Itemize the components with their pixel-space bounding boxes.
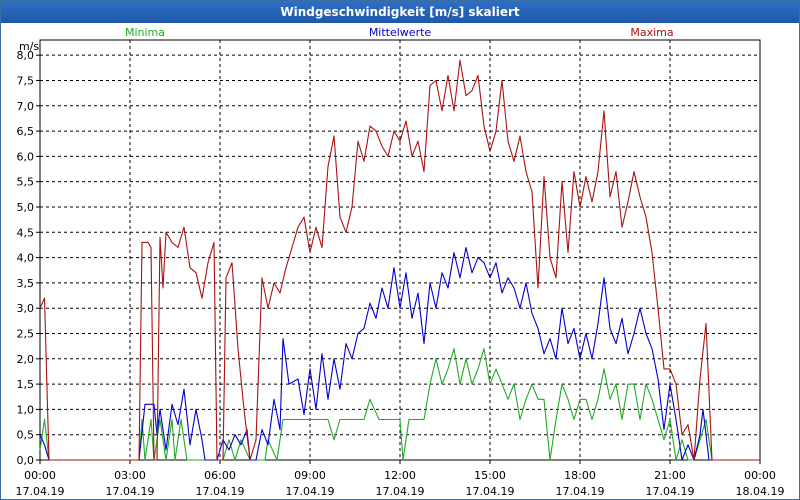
- x-tick-date: 17.04.19: [196, 485, 245, 498]
- x-tick-date: 17.04.19: [646, 485, 695, 498]
- series-line-mittelwerte: [39, 246, 760, 461]
- y-tick-label: 6,0: [17, 150, 35, 163]
- legend: Minima Mittelwerte Maxima: [125, 26, 674, 39]
- y-tick-label: 2,0: [17, 353, 35, 366]
- x-tick-time: 09:00: [294, 469, 326, 482]
- x-tick-date: 18.04.19: [736, 485, 785, 498]
- x-tick-time: 21:00: [654, 469, 686, 482]
- x-tick-date: 17.04.19: [376, 485, 425, 498]
- x-tick-date: 17.04.19: [466, 485, 515, 498]
- y-tick-label: 3,0: [17, 302, 35, 315]
- y-axis-label: m/s: [19, 40, 39, 53]
- x-tick-time: 00:00: [24, 469, 56, 482]
- legend-entry: Mittelwerte: [369, 26, 432, 39]
- y-tick-label: 4,0: [17, 252, 35, 265]
- x-tick-time: 03:00: [114, 469, 146, 482]
- x-axis-ticks: 00:00 17.04.19 03:00 17.04.19 06:00 17.04.19 0…: [16, 460, 785, 498]
- x-tick-time: 15:00: [474, 469, 506, 482]
- x-tick-date: 17.04.19: [286, 485, 335, 498]
- x-tick-date: 17.04.19: [106, 485, 155, 498]
- legend-entry: Minima: [125, 26, 165, 39]
- y-axis-ticks: 0,0 0,5 1,0 1,5 2,0 2,5 3,0 3,5 4,0 4,5 5,0 5,5 6,0 6…: [17, 49, 40, 467]
- series-lines: [39, 59, 760, 461]
- y-tick-label: 4,5: [17, 226, 35, 239]
- y-tick-label: 6,5: [17, 125, 35, 138]
- legend-entry: Maxima: [630, 26, 673, 39]
- y-tick-label: 8,0: [17, 49, 35, 62]
- y-tick-label: 0,0: [17, 454, 35, 467]
- x-tick-time: 06:00: [204, 469, 236, 482]
- y-tick-label: 5,0: [17, 201, 35, 214]
- x-tick-date: 17.04.19: [16, 485, 65, 498]
- x-tick-time: 12:00: [384, 469, 416, 482]
- y-tick-label: 0,5: [17, 429, 35, 442]
- y-tick-label: 5,5: [17, 176, 35, 189]
- y-tick-label: 3,5: [17, 277, 35, 290]
- series-line-maxima: [39, 59, 760, 461]
- y-tick-label: 2,5: [17, 327, 35, 340]
- x-tick-date: 17.04.19: [556, 485, 605, 498]
- y-tick-label: 7,0: [17, 100, 35, 113]
- y-tick-label: 1,0: [17, 403, 35, 416]
- chart-title: Windgeschwindigkeit [m/s] skaliert: [1, 1, 799, 23]
- y-tick-label: 1,5: [17, 378, 35, 391]
- x-tick-time: 18:00: [564, 469, 596, 482]
- x-tick-time: 00:00: [744, 469, 776, 482]
- y-tick-label: 7,5: [17, 74, 35, 87]
